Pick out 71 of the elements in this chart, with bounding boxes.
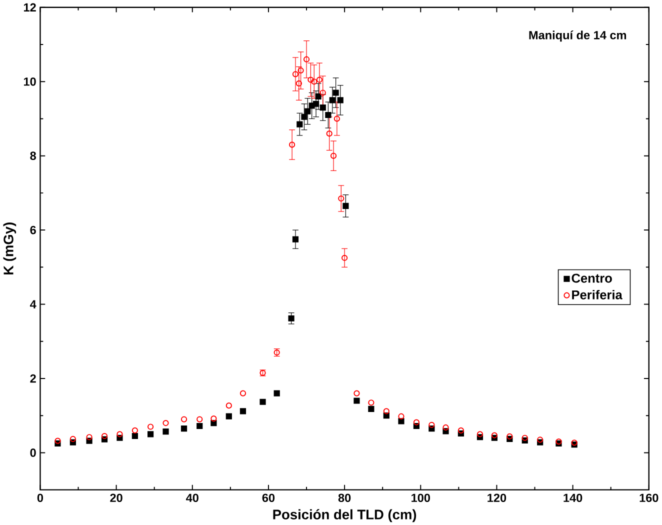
point [368, 399, 374, 406]
point [274, 390, 280, 396]
point [368, 406, 374, 412]
point [428, 422, 435, 428]
point [292, 236, 299, 242]
x-tick-label: 160 [640, 494, 658, 502]
point [147, 423, 154, 430]
point [325, 112, 332, 118]
point [506, 433, 513, 440]
y-tick-label: 0 [30, 448, 36, 457]
x-axis-title: Posición del TLD (cm) [273, 508, 416, 522]
point [132, 432, 138, 439]
point [522, 434, 528, 441]
point [332, 90, 339, 96]
point [86, 434, 92, 440]
x-tick-label: 60 [262, 494, 275, 502]
point [312, 100, 320, 107]
point [491, 432, 498, 438]
point [101, 432, 108, 439]
x-tick-label: 120 [488, 494, 506, 502]
x-tick-label: 0 [37, 494, 44, 502]
point [240, 408, 246, 414]
legend-label: Centro [572, 274, 612, 283]
point [240, 390, 246, 396]
point [329, 96, 336, 104]
point [54, 438, 61, 444]
y-tick-label: 12 [24, 3, 36, 12]
point [260, 398, 266, 405]
point [70, 436, 76, 442]
point [116, 430, 123, 438]
point [162, 420, 169, 426]
point [296, 121, 303, 128]
point [413, 419, 420, 426]
annotation: Maniquí de 14 cm [529, 30, 626, 42]
point [196, 416, 203, 422]
point [304, 108, 311, 114]
y-tick-label: 8 [30, 151, 36, 160]
y-axis-title: K (mGy) [3, 222, 16, 274]
x-tick-label: 100 [412, 494, 430, 502]
point [398, 413, 404, 420]
point [442, 424, 449, 430]
y-tick-label: 6 [30, 226, 36, 234]
x-tick-label: 40 [186, 494, 198, 502]
y-tick-label: 2 [30, 374, 36, 382]
legend-label: Periferia [572, 290, 622, 300]
point [458, 427, 464, 434]
y-tick-label: 4 [30, 300, 36, 308]
point [383, 408, 390, 414]
point [301, 114, 308, 120]
point [147, 430, 154, 438]
point [162, 428, 169, 434]
point [196, 422, 203, 429]
point [354, 398, 360, 404]
point [537, 436, 544, 443]
point [337, 96, 344, 104]
point [210, 415, 217, 422]
x-tick-label: 80 [338, 494, 351, 502]
point [354, 390, 360, 396]
point [476, 430, 484, 438]
point [226, 413, 232, 420]
point [180, 425, 188, 432]
point [398, 418, 404, 424]
point [288, 315, 294, 322]
point [132, 427, 138, 434]
point [342, 202, 349, 209]
point [180, 416, 188, 422]
point [226, 402, 232, 408]
y-tick-label: 10 [24, 77, 36, 86]
point [320, 104, 326, 110]
x-tick-label: 20 [110, 494, 122, 502]
x-tick-label: 140 [564, 494, 582, 502]
